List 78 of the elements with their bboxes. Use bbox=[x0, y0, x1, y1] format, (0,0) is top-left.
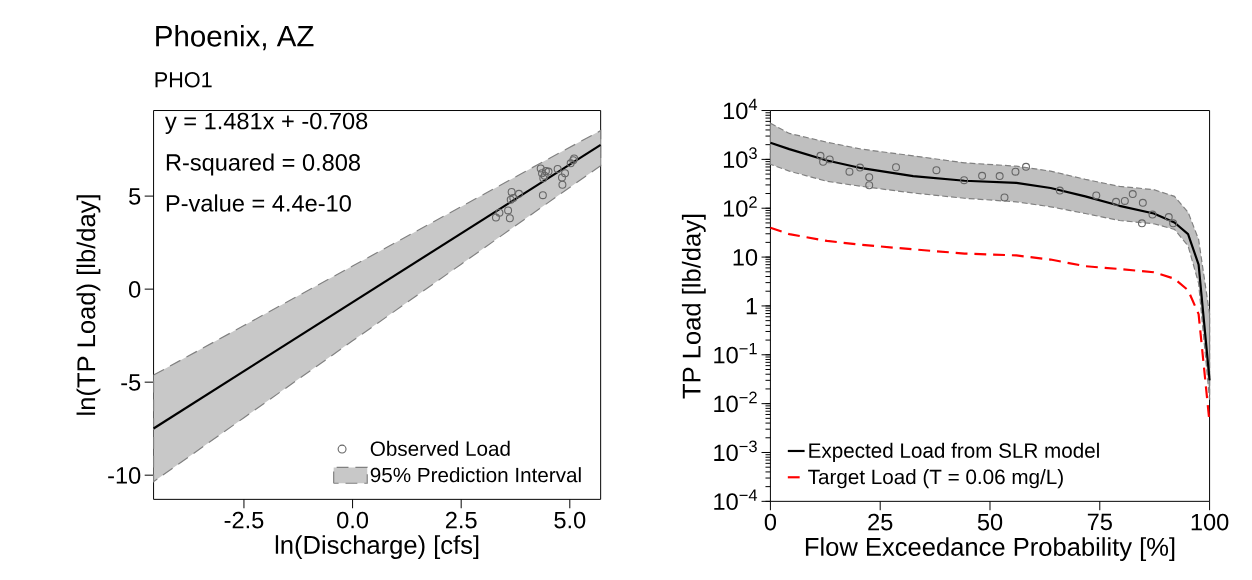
x-tick-label: 100 bbox=[1191, 513, 1229, 531]
legend-label: Target Load (T = 0.06 mg/L) bbox=[808, 468, 1063, 489]
point bbox=[558, 180, 567, 189]
point bbox=[892, 163, 901, 172]
point bbox=[1120, 196, 1129, 205]
x-axis-title: Flow Exceedance Probability [%] bbox=[805, 537, 1175, 561]
point bbox=[1055, 186, 1064, 195]
x-tick-label: 50 bbox=[977, 513, 1003, 531]
point bbox=[845, 167, 854, 176]
legend-label: Expected Load from SLR model bbox=[809, 442, 1099, 462]
point bbox=[1164, 212, 1173, 221]
point bbox=[495, 208, 504, 217]
y-tick-label: 10$^{4}$ bbox=[723, 98, 758, 119]
point bbox=[1137, 219, 1146, 228]
point bbox=[960, 176, 969, 185]
point bbox=[932, 166, 941, 175]
y-tick-label: 10 bbox=[733, 248, 758, 266]
point bbox=[561, 169, 570, 178]
chart-subtitle: PHO1 bbox=[155, 71, 212, 88]
y-tick-label: 1 bbox=[746, 297, 757, 315]
point bbox=[540, 171, 549, 180]
point bbox=[1138, 198, 1147, 207]
point bbox=[504, 206, 513, 215]
legend-label: 95% Prediction Interval bbox=[370, 467, 581, 483]
y-tick-label: -10 bbox=[108, 466, 141, 484]
x-tick-label: 75 bbox=[1087, 513, 1112, 531]
point bbox=[506, 195, 515, 204]
y-tick-label: 0 bbox=[129, 280, 141, 298]
annotation: R-squared = 0.808 bbox=[166, 153, 360, 176]
x-tick-label: -2.5 bbox=[224, 511, 264, 529]
point bbox=[1112, 197, 1121, 206]
point bbox=[538, 191, 547, 200]
point bbox=[1169, 219, 1178, 228]
point bbox=[819, 157, 828, 166]
point bbox=[557, 173, 566, 182]
point bbox=[856, 163, 865, 172]
point bbox=[509, 193, 518, 202]
point bbox=[1011, 167, 1020, 176]
legend-label: Observed Load bbox=[370, 440, 510, 456]
point bbox=[553, 164, 562, 173]
chart-title: Phoenix, AZ bbox=[156, 24, 314, 50]
annotation: P-value = 4.4e-10 bbox=[166, 194, 351, 212]
x-tick-label: 2.5 bbox=[445, 511, 477, 529]
y-tick-label: 10$^{−2}$ bbox=[714, 391, 757, 413]
point bbox=[1000, 193, 1009, 202]
point bbox=[995, 171, 1004, 180]
point bbox=[514, 189, 523, 198]
x-tick-label: 0 bbox=[764, 513, 777, 531]
y-tick-label: 10$^{−1}$ bbox=[714, 342, 757, 364]
y-tick-label: -5 bbox=[121, 374, 141, 391]
point bbox=[978, 171, 987, 180]
point bbox=[1092, 191, 1101, 200]
y-axis-title: ln(TP Load) [lb/day] bbox=[76, 195, 101, 415]
y-axis-title: TP Load [lb/day] bbox=[681, 214, 706, 399]
point bbox=[816, 151, 825, 160]
point bbox=[505, 214, 514, 223]
point bbox=[1022, 162, 1031, 171]
point bbox=[865, 181, 874, 190]
y-tick-label: 10$^{−3}$ bbox=[714, 440, 757, 461]
point bbox=[539, 174, 548, 183]
y-tick-label: 10$^{−4}$ bbox=[714, 489, 758, 510]
y-tick-label: 10$^{3}$ bbox=[723, 147, 757, 168]
point bbox=[865, 173, 874, 182]
x-tick-label: 5.0 bbox=[554, 511, 586, 529]
x-axis-title: ln(Discharge) [cfs] bbox=[275, 535, 479, 559]
point bbox=[1128, 189, 1137, 198]
point bbox=[1148, 210, 1157, 219]
point bbox=[825, 155, 834, 164]
point bbox=[507, 187, 516, 196]
y-tick-label: 10$^{2}$ bbox=[723, 196, 757, 217]
point bbox=[491, 213, 500, 222]
point bbox=[544, 167, 553, 176]
point bbox=[541, 166, 550, 175]
x-tick-label: 0.0 bbox=[337, 511, 369, 529]
y-tick-label: 5 bbox=[129, 188, 141, 205]
point bbox=[536, 164, 545, 173]
x-tick-label: 25 bbox=[868, 513, 893, 531]
annotation: y = 1.481x + -0.708 bbox=[165, 112, 368, 134]
